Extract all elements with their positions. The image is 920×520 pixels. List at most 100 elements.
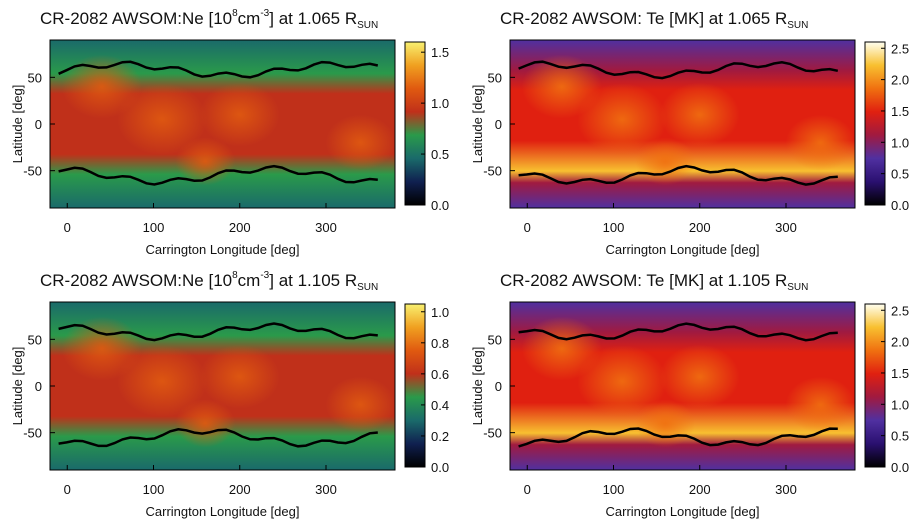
colorbar-tick-label: 0.2 (431, 429, 449, 444)
colorbar (864, 303, 886, 468)
map-blob (175, 399, 236, 448)
contour (518, 427, 838, 448)
map-blob (521, 316, 602, 381)
y-tick-label: 50 (488, 332, 502, 347)
contour (518, 322, 838, 342)
title-part: CR-2082 AWSOM:Ne [10 (40, 9, 232, 28)
colorbar (864, 41, 886, 206)
y-tick-label: -50 (23, 426, 42, 441)
map-blob (785, 114, 856, 171)
colorbar-tick-label: 1.0 (891, 135, 909, 150)
title-part: 8 (232, 8, 238, 19)
y-tick-label: 0 (35, 379, 42, 394)
colorbar-tick-label: 0.5 (431, 147, 449, 162)
map-blob (785, 376, 856, 433)
colorbar-tick-label: 2.0 (891, 73, 909, 88)
title-part: ] at 1.065 R (269, 9, 357, 28)
title-part: ] at 1.105 R (269, 271, 357, 290)
map-blob (61, 54, 142, 119)
contour (58, 322, 378, 342)
colorbar-tick-label: 1.0 (891, 397, 909, 412)
x-axis-label: Carrington Longitude [deg] (146, 242, 300, 257)
y-axis-label: Latitude [deg] (470, 85, 485, 164)
colorbar-tick-label: 1.5 (891, 104, 909, 119)
x-tick-label: 100 (143, 482, 165, 497)
colorbar-tick-label: 2.0 (891, 335, 909, 350)
colorbar-tick-label: 2.5 (891, 303, 909, 318)
x-axis-label: Carrington Longitude [deg] (606, 242, 760, 257)
map-blob (635, 399, 696, 448)
map-blob (577, 83, 668, 156)
colorbar-tick-label: 0.0 (891, 198, 909, 213)
colorbar-tick-label: 0.4 (431, 398, 449, 413)
chart-title: CR-2082 AWSOM: Te [MK] at 1.065 RSUN (500, 9, 808, 31)
y-tick-label: -50 (483, 426, 502, 441)
title-part: -3 (260, 8, 269, 19)
contour (518, 164, 838, 186)
x-tick-label: 0 (64, 482, 71, 497)
colorbar-tick-label: 1.0 (431, 305, 449, 320)
title-part: cm (238, 271, 261, 290)
title-part: SUN (357, 20, 378, 31)
title-part: cm (238, 9, 261, 28)
colorbar (404, 41, 426, 206)
contour (58, 60, 379, 79)
map-blob (635, 137, 696, 186)
colorbar-tick-label: 0.5 (891, 167, 909, 182)
y-tick-label: 0 (495, 379, 502, 394)
y-tick-label: 50 (28, 70, 42, 85)
x-tick-label: 200 (229, 482, 251, 497)
colorbar-tick-label: 0.5 (891, 429, 909, 444)
x-tick-label: 0 (64, 220, 71, 235)
x-tick-label: 300 (315, 220, 337, 235)
chart-title: CR-2082 AWSOM:Ne [108cm-3] at 1.065 RSUN (40, 8, 378, 31)
panel: CR-2082 AWSOM: Te [MK] at 1.105 RSUN 0 100… (470, 271, 909, 519)
x-tick-label: 200 (689, 220, 711, 235)
y-tick-label: 0 (35, 117, 42, 132)
map-blob (659, 344, 740, 409)
contour (58, 428, 378, 448)
y-axis-label: Latitude [deg] (10, 347, 25, 426)
x-tick-label: 100 (603, 482, 625, 497)
x-tick-label: 100 (603, 220, 625, 235)
title-part: SUN (787, 20, 808, 31)
x-tick-label: 0 (524, 482, 531, 497)
contour (58, 164, 378, 186)
colorbar-tick-label: 2.5 (891, 41, 909, 56)
colorbar-tick-label: 1.5 (431, 45, 449, 60)
title-part: -3 (260, 270, 269, 281)
y-tick-label: -50 (483, 164, 502, 179)
x-tick-label: 300 (315, 482, 337, 497)
colorbar-tick-label: 0.8 (431, 336, 449, 351)
title-part: CR-2082 AWSOM: Te [MK] at 1.065 R (500, 9, 787, 28)
map-blob (117, 83, 208, 156)
x-tick-label: 200 (229, 220, 251, 235)
panel: CR-2082 AWSOM:Ne [108cm-3] at 1.105 RSUN… (10, 270, 449, 519)
y-tick-label: 50 (28, 332, 42, 347)
y-tick-label: -50 (23, 164, 42, 179)
x-tick-label: 0 (524, 220, 531, 235)
colorbar-tick-label: 0.0 (431, 198, 449, 213)
x-axis-label: Carrington Longitude [deg] (606, 504, 760, 519)
map-blob (199, 344, 280, 409)
map-blob (199, 82, 280, 147)
map-blob (117, 345, 208, 418)
map-blob (325, 114, 396, 171)
panel: CR-2082 AWSOM: Te [MK] at 1.065 RSUN 0 100… (470, 9, 909, 257)
colorbar-tick-label: 0.0 (431, 460, 449, 475)
y-tick-label: 50 (488, 70, 502, 85)
x-tick-label: 300 (775, 220, 797, 235)
y-tick-label: 0 (495, 117, 502, 132)
title-part: 8 (232, 270, 238, 281)
title-part: SUN (787, 282, 808, 293)
map-blob (325, 376, 396, 433)
contour (518, 60, 839, 80)
x-tick-label: 300 (775, 482, 797, 497)
colorbar-tick-label: 0.6 (431, 367, 449, 382)
x-tick-label: 100 (143, 220, 165, 235)
x-axis-label: Carrington Longitude [deg] (146, 504, 300, 519)
title-part: CR-2082 AWSOM:Ne [10 (40, 271, 232, 290)
y-axis-label: Latitude [deg] (10, 85, 25, 164)
title-part: CR-2082 AWSOM: Te [MK] at 1.105 R (500, 271, 787, 290)
